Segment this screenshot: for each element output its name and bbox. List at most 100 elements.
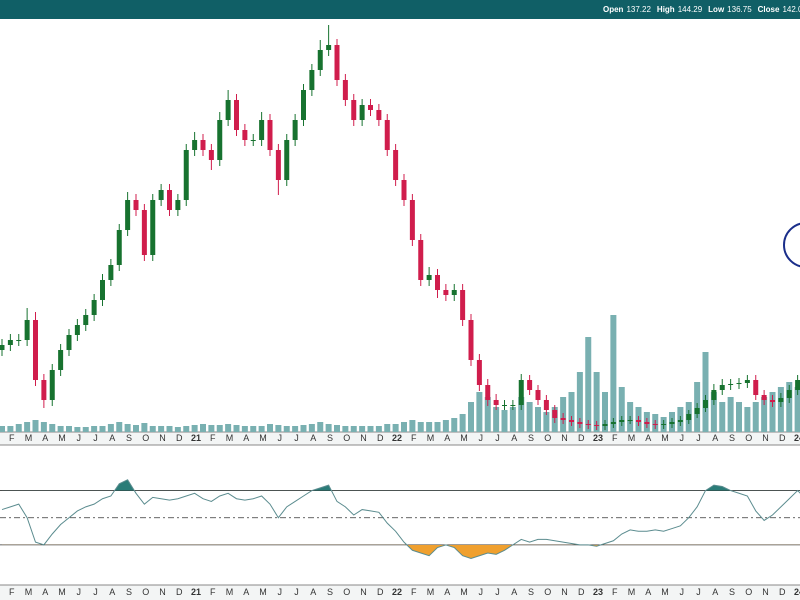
volume-bar xyxy=(409,420,416,432)
volume-bar xyxy=(744,407,751,432)
x-tick-label: J xyxy=(680,433,685,443)
volume-bar xyxy=(166,426,173,432)
x-tick-label: J xyxy=(278,587,283,597)
candle-body xyxy=(761,395,767,400)
x-tick-label: J xyxy=(93,587,98,597)
volume-bar xyxy=(99,426,106,432)
volume-bar xyxy=(585,337,592,432)
x-axis-strip xyxy=(0,585,800,600)
volume-bar xyxy=(359,426,366,432)
volume-bar xyxy=(283,426,290,432)
candle-body xyxy=(275,150,281,180)
candle-body xyxy=(795,380,800,390)
candle-body xyxy=(384,120,390,150)
x-tick-label: M xyxy=(58,433,66,443)
candle-body xyxy=(669,422,675,424)
candle-body xyxy=(125,200,131,230)
volume-bar xyxy=(752,402,759,432)
x-tick-label: D xyxy=(176,587,183,597)
candle-body xyxy=(778,398,784,402)
volume-bar xyxy=(543,412,550,432)
volume-bar xyxy=(149,426,156,432)
volume-bar xyxy=(7,426,14,432)
volume-bar xyxy=(116,422,123,432)
volume-bar xyxy=(82,427,89,432)
volume-bar xyxy=(501,410,508,432)
candle-body xyxy=(200,140,206,150)
candle-body xyxy=(351,100,357,120)
candle-body xyxy=(518,380,524,405)
x-tick-label: A xyxy=(444,433,450,443)
candle-body xyxy=(342,80,348,100)
x-tick-label: S xyxy=(327,587,333,597)
x-tick-label: N xyxy=(762,433,769,443)
x-tick-label: S xyxy=(327,433,333,443)
volume-bar xyxy=(325,424,332,432)
x-tick-label: S xyxy=(126,587,132,597)
candle-body xyxy=(535,390,541,400)
x-tick-label: M xyxy=(628,587,636,597)
volume-bar xyxy=(334,425,340,432)
cursor-circle xyxy=(783,222,800,268)
x-tick-label: J xyxy=(278,433,283,443)
candle-body xyxy=(41,380,47,400)
rsi-overbought-fill xyxy=(114,479,731,491)
volume-bar xyxy=(183,426,190,432)
candle-body xyxy=(376,110,382,120)
candle-body xyxy=(652,424,658,425)
candle-body xyxy=(401,180,407,200)
header-bar xyxy=(0,0,800,19)
x-tick-label: M xyxy=(427,587,435,597)
volume-bar xyxy=(786,382,793,432)
candle-body xyxy=(577,422,583,424)
x-tick-label: A xyxy=(511,587,517,597)
x-tick-label: F xyxy=(9,587,15,597)
candle-body xyxy=(476,360,482,385)
candle-body xyxy=(694,408,700,414)
x-tick-label: M xyxy=(460,587,468,597)
x-tick-label: N xyxy=(159,433,166,443)
x-tick-label: D xyxy=(578,587,585,597)
candle-body xyxy=(677,420,683,422)
x-tick-label: A xyxy=(42,587,48,597)
x-tick-label: O xyxy=(343,587,350,597)
candle-body xyxy=(225,100,231,120)
volume-bar xyxy=(200,424,206,432)
x-tick-label: M xyxy=(661,433,669,443)
volume-bar xyxy=(777,387,784,432)
volume-bar xyxy=(24,422,31,432)
x-tick-label: J xyxy=(696,433,701,443)
candle-body xyxy=(485,385,491,400)
x-tick-label: A xyxy=(444,587,450,597)
legend-label: Close xyxy=(758,5,780,14)
legend-label: High xyxy=(657,5,675,14)
x-tick-label: M xyxy=(226,433,234,443)
volume-bar xyxy=(300,425,307,432)
candle-body xyxy=(753,380,759,395)
candle-body xyxy=(451,290,457,295)
candle-body xyxy=(16,340,22,341)
candle-body xyxy=(292,120,298,140)
volume-bar xyxy=(250,426,257,432)
x-tick-label: O xyxy=(142,433,149,443)
candle-body xyxy=(719,385,725,390)
volume-bar xyxy=(267,424,273,432)
x-tick-label: A xyxy=(712,433,718,443)
volume-bar xyxy=(208,425,215,432)
candle-body xyxy=(552,410,558,418)
candle-body xyxy=(744,380,750,383)
candle-body xyxy=(468,320,474,360)
x-tick-label: J xyxy=(479,433,484,443)
x-tick-label: J xyxy=(93,433,98,443)
x-tick-label: A xyxy=(511,433,517,443)
x-tick-label: M xyxy=(25,433,33,443)
volume-bar xyxy=(702,352,709,432)
candle-body xyxy=(736,383,742,384)
volume-bar xyxy=(451,418,458,432)
candle-body xyxy=(141,210,147,255)
candle-body xyxy=(242,130,248,140)
candle-body xyxy=(183,150,189,200)
x-tick-label: F xyxy=(612,587,618,597)
x-tick-label: A xyxy=(712,587,718,597)
volume-bar xyxy=(493,407,500,432)
